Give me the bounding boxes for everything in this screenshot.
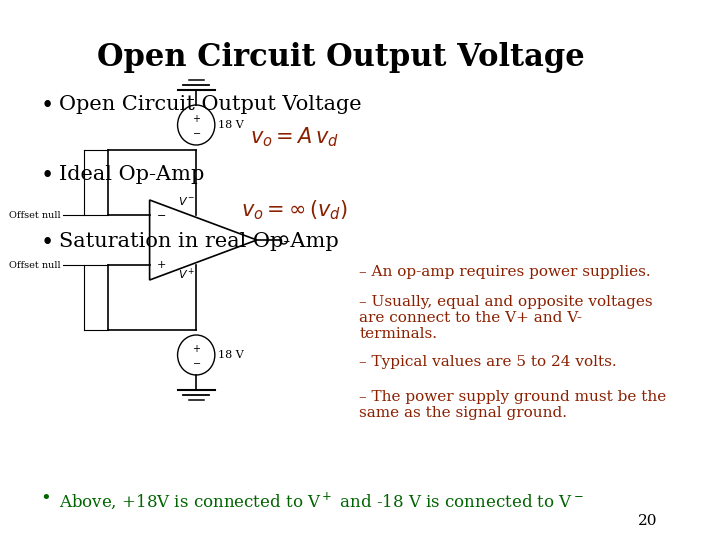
Text: $-$: $-$ xyxy=(192,127,201,137)
Text: Ideal Op-Amp: Ideal Op-Amp xyxy=(59,165,204,184)
Text: $v_o = \infty\,(v_d)$: $v_o = \infty\,(v_d)$ xyxy=(240,198,348,221)
Text: – Typical values are 5 to 24 volts.: – Typical values are 5 to 24 volts. xyxy=(359,355,617,369)
Text: 20: 20 xyxy=(638,514,657,528)
Text: Open Circuit Output Voltage: Open Circuit Output Voltage xyxy=(96,42,585,73)
Text: – The power supply ground must be the
same as the signal ground.: – The power supply ground must be the sa… xyxy=(359,390,667,420)
Text: •: • xyxy=(40,490,51,508)
Text: Offset null: Offset null xyxy=(9,211,61,219)
Text: $+$: $+$ xyxy=(192,112,201,124)
Text: $-$: $-$ xyxy=(192,357,201,367)
Text: Open Circuit Output Voltage: Open Circuit Output Voltage xyxy=(59,95,362,114)
Text: $V^+$: $V^+$ xyxy=(178,267,195,282)
Text: •: • xyxy=(40,232,54,254)
Text: Saturation in real Op-Amp: Saturation in real Op-Amp xyxy=(59,232,339,251)
Text: $-$: $-$ xyxy=(156,209,166,219)
Text: •: • xyxy=(40,95,54,117)
Text: $+$: $+$ xyxy=(192,342,201,354)
Text: •: • xyxy=(40,165,54,187)
Text: 18 V: 18 V xyxy=(217,350,243,360)
Text: $V^-$: $V^-$ xyxy=(178,195,195,207)
Text: 18 V: 18 V xyxy=(217,120,243,130)
Text: Offset null: Offset null xyxy=(9,260,61,269)
Text: $+$: $+$ xyxy=(156,259,166,269)
Text: – An op-amp requires power supplies.: – An op-amp requires power supplies. xyxy=(359,265,651,279)
Text: $v_o = A\,v_d$: $v_o = A\,v_d$ xyxy=(250,125,338,148)
Text: Above, +18V is connected to V$^+$ and -18 V is connected to V$^-$: Above, +18V is connected to V$^+$ and -1… xyxy=(59,490,584,511)
Text: – Usually, equal and opposite voltages
are connect to the V+ and V-
terminals.: – Usually, equal and opposite voltages a… xyxy=(359,295,653,341)
